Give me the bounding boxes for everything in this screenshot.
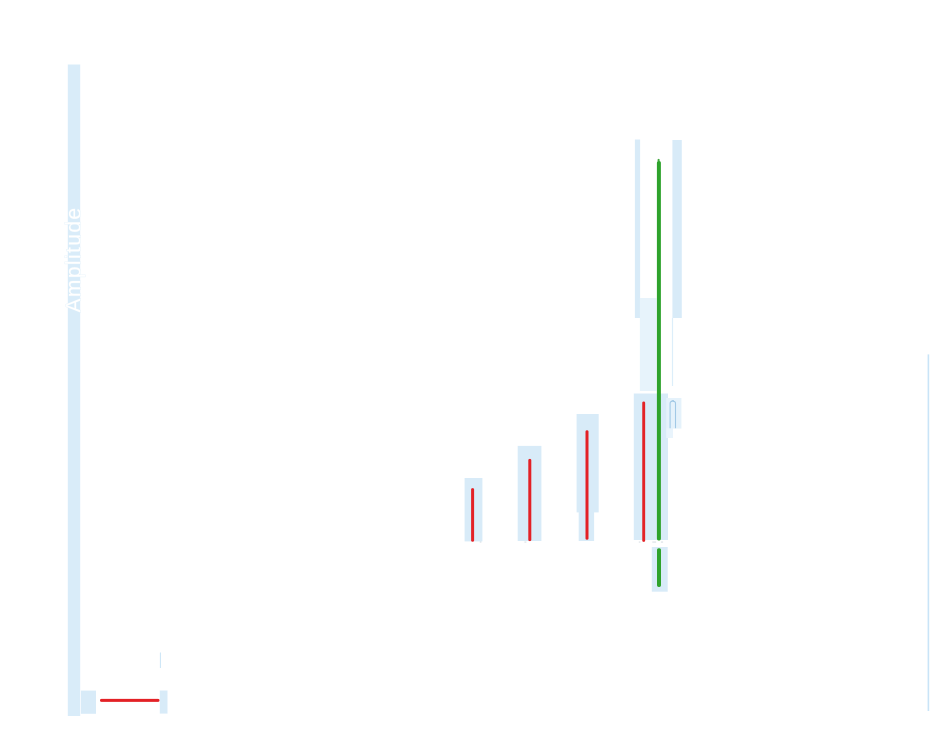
svg-text:Amplitude: Amplitude xyxy=(63,207,86,313)
